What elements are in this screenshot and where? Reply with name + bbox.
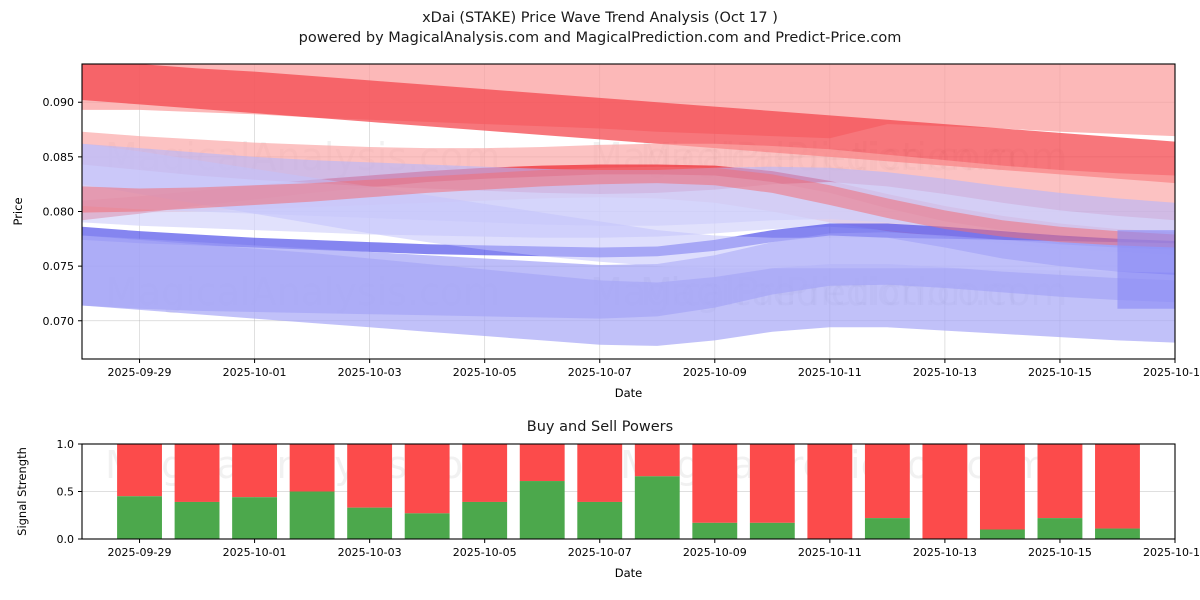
y-axis-title: Price (11, 197, 25, 225)
bar-buy-power (174, 501, 220, 539)
x-tick-label: 2025-10-17 (1143, 366, 1200, 379)
y-tick-label: 0.090 (43, 96, 75, 109)
x-tick-label-bottom: 2025-10-15 (1028, 546, 1092, 559)
bar-buy-power (347, 507, 393, 539)
wave-band-right-blue-box (1117, 230, 1175, 309)
bar-sell-power (577, 444, 623, 502)
wave-bands (82, 64, 1175, 346)
y-axis-title-bottom: Signal Strength (15, 447, 29, 536)
bar-buy-power (404, 513, 450, 539)
y-tick-label: 0.085 (43, 151, 75, 164)
page-title: xDai (STAKE) Price Wave Trend Analysis (… (422, 10, 778, 26)
bar-sell-power (922, 444, 968, 539)
x-axis-title: Date (615, 386, 643, 400)
price-wave-chart: MagicalAnalysis.comMagicalPrediction.com… (11, 63, 1200, 400)
bar-group (117, 444, 1140, 539)
bar-buy-power (864, 518, 910, 539)
x-tick-label: 2025-10-01 (223, 366, 287, 379)
x-tick-label: 2025-10-11 (798, 366, 862, 379)
bar-buy-power (749, 522, 795, 539)
y-tick-label: 0.070 (43, 315, 75, 328)
title-block: xDai (STAKE) Price Wave Trend Analysis (… (0, 8, 1200, 48)
y-tick-label: 0.080 (43, 206, 75, 219)
bar-sell-power (864, 444, 910, 519)
y-tick-label-bottom: 0.5 (57, 486, 75, 499)
x-tick-label-bottom: 2025-10-07 (568, 546, 632, 559)
y-tick-label: 0.075 (43, 260, 75, 273)
x-tick-label: 2025-10-09 (683, 366, 747, 379)
y-tick-label-bottom: 0.0 (57, 533, 75, 546)
bar-sell-power (979, 444, 1025, 530)
bar-sell-power (1095, 444, 1140, 529)
x-tick-label-bottom: 2025-10-11 (798, 546, 862, 559)
bar-sell-power (1037, 444, 1083, 519)
bar-buy-power (1037, 518, 1083, 539)
x-tick-label: 2025-10-15 (1028, 366, 1092, 379)
bar-sell-power (807, 444, 853, 539)
bar-buy-power (692, 522, 738, 539)
bar-buy-power (289, 491, 335, 539)
wave-band-cross-red-diagonal (82, 166, 1175, 248)
bar-buy-power (577, 501, 623, 539)
x-tick-label-bottom: 2025-10-13 (913, 546, 977, 559)
bar-buy-power (519, 481, 565, 539)
x-tick-label: 2025-10-03 (338, 366, 402, 379)
bar-buy-power (462, 501, 508, 539)
bar-buy-power (634, 476, 680, 539)
bar-sell-power (347, 444, 393, 508)
bar-buy-power (1095, 528, 1140, 539)
bar-sell-power (462, 444, 508, 502)
page-subtitle: powered by MagicalAnalysis.com and Magic… (298, 30, 902, 46)
x-tick-label: 2025-10-05 (453, 366, 517, 379)
buy-sell-chart-title: Buy and Sell Powers (526, 419, 674, 435)
wave-band-support-blue-outer-lower (82, 235, 1175, 346)
buy-sell-chart: MagicalAnalysis.comMagicalPrediction.com… (15, 438, 1200, 580)
bar-sell-power (634, 444, 680, 477)
x-tick-label: 2025-10-13 (913, 366, 977, 379)
x-tick-label: 2025-10-07 (568, 366, 632, 379)
x-tick-label-bottom: 2025-10-17 (1143, 546, 1200, 559)
bar-sell-power (749, 444, 795, 523)
bar-sell-power (232, 444, 278, 498)
bar-buy-power (117, 496, 162, 539)
bar-sell-power (117, 444, 162, 497)
bar-sell-power (519, 444, 565, 482)
x-tick-label-bottom: 2025-10-09 (683, 546, 747, 559)
wave-band-resistance-band-red-bright (82, 64, 1175, 184)
bar-buy-power (232, 497, 278, 539)
bar-sell-power (692, 444, 738, 523)
bar-sell-power (289, 444, 335, 492)
y-tick-label-bottom: 1.0 (57, 438, 75, 451)
bar-sell-power (174, 444, 220, 502)
bar-sell-power (404, 444, 450, 514)
x-tick-label-bottom: 2025-10-01 (223, 546, 287, 559)
wave-band-cross-blue-diagonal (82, 143, 1175, 273)
bar-buy-power (979, 529, 1025, 539)
x-tick-label-bottom: 2025-10-03 (338, 546, 402, 559)
x-axis-title-bottom: Date (615, 566, 643, 580)
x-tick-label: 2025-09-29 (108, 366, 172, 379)
x-tick-label-bottom: 2025-09-29 (108, 546, 172, 559)
x-tick-label-bottom: 2025-10-05 (453, 546, 517, 559)
